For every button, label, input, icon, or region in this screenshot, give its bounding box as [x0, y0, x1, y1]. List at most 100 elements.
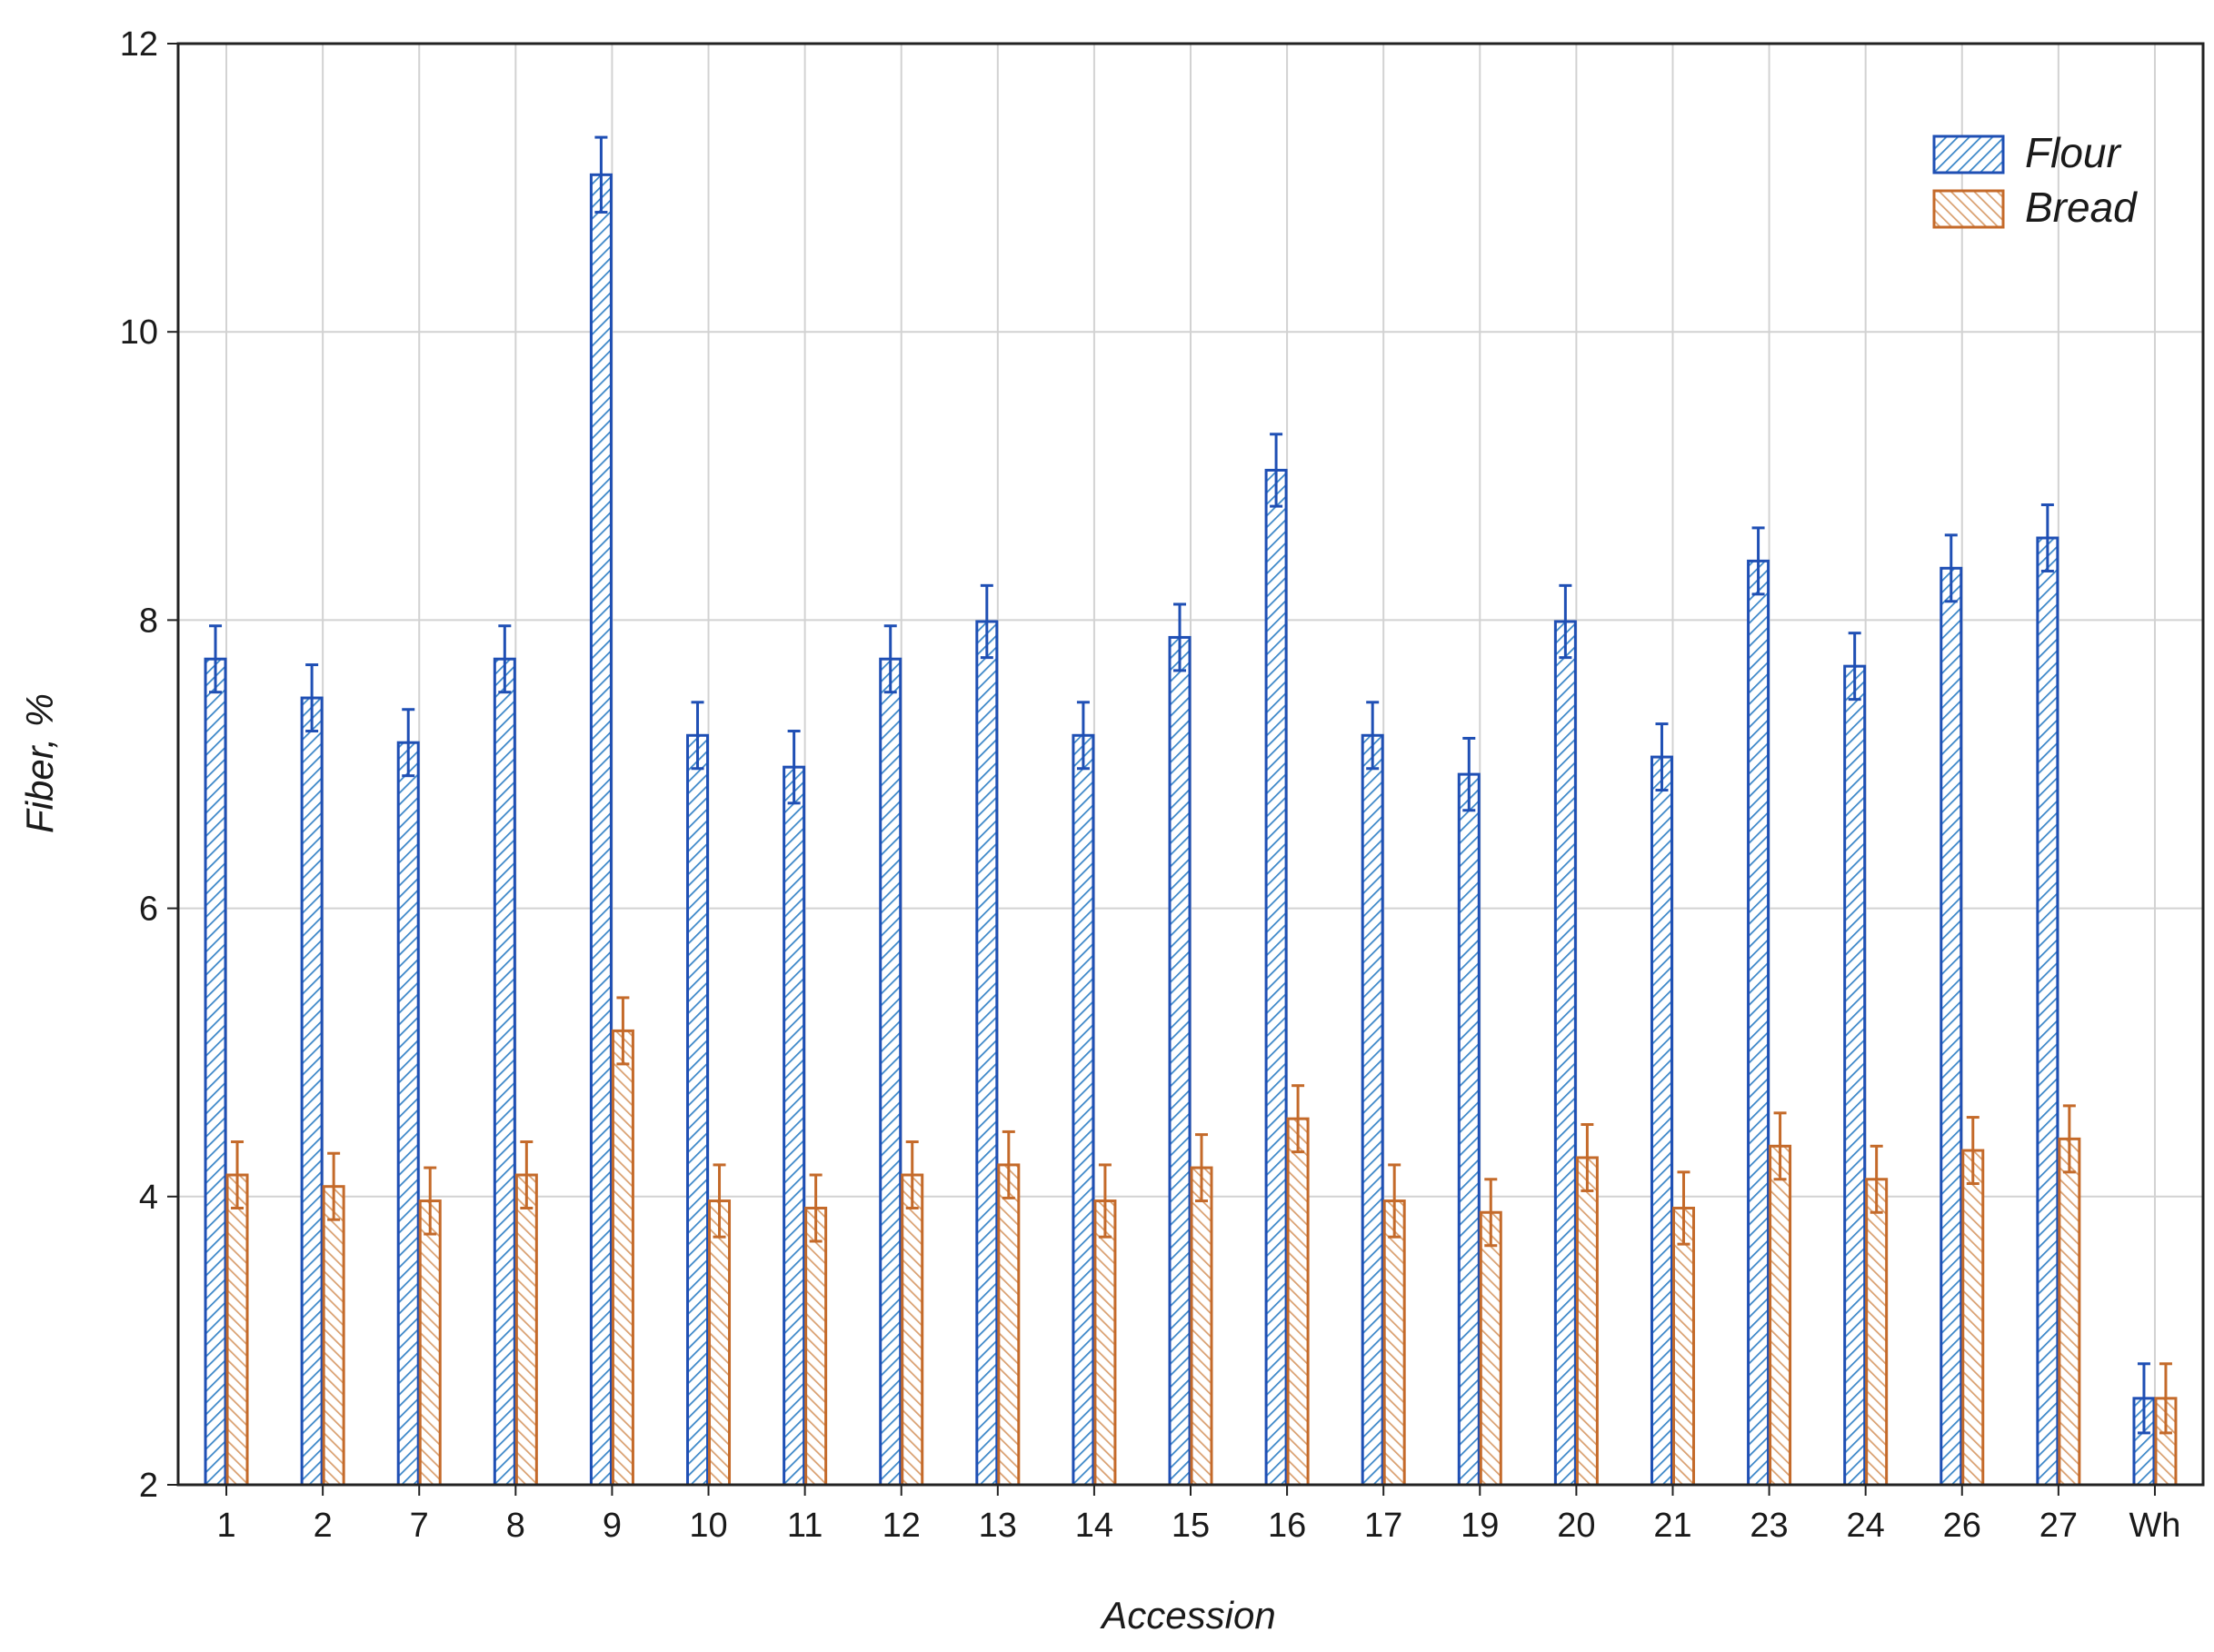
flour-bar — [783, 765, 806, 1487]
flour-error-bar — [1655, 722, 1669, 792]
flour-error-bar — [2040, 503, 2054, 572]
flour-error-bar — [209, 624, 223, 694]
flour-bar — [879, 657, 903, 1487]
plot-frame — [176, 42, 2205, 1487]
bread-bar — [997, 1163, 1021, 1487]
x-axis-title: Accession — [1099, 1594, 1275, 1637]
bread-bar — [225, 1173, 249, 1487]
flour-bar — [686, 733, 710, 1487]
flour-error-bar — [305, 663, 319, 733]
flour-error-bar — [1076, 701, 1090, 771]
bread-bar — [1769, 1144, 1792, 1487]
x-tick-label: 21 — [1653, 1507, 1691, 1545]
x-tick-label: 23 — [1750, 1507, 1788, 1545]
bread-error-bar — [809, 1173, 823, 1243]
bread-error-bar — [1773, 1111, 1787, 1181]
bread-bar — [1093, 1199, 1117, 1487]
bread-error-bar — [1388, 1163, 1401, 1239]
flour-bar — [1553, 620, 1577, 1487]
flour-bar — [1168, 635, 1192, 1487]
x-tick-label: 14 — [1075, 1507, 1113, 1545]
flour-error-bar — [1173, 602, 1186, 672]
flour-bar — [1072, 733, 1095, 1487]
flour-error-bar — [980, 583, 993, 660]
bread-bar — [1575, 1156, 1599, 1487]
flour-bar — [493, 657, 516, 1487]
flour-bar — [1457, 772, 1481, 1487]
bread-bar — [1479, 1210, 1502, 1487]
flour-error-bar — [1559, 583, 1572, 660]
x-tick-label: 9 — [603, 1507, 622, 1545]
x-tick-label: 27 — [2039, 1507, 2078, 1545]
legend-label-bread: Bread — [2025, 184, 2138, 231]
x-tick-label: 17 — [1364, 1507, 1402, 1545]
flour-error-bar — [498, 624, 512, 694]
flour-error-bar — [787, 730, 801, 805]
flour-error-bar — [883, 624, 897, 694]
bread-bar — [1190, 1166, 1213, 1487]
bread-error-bar — [616, 996, 630, 1066]
flour-error-bar — [402, 708, 415, 778]
flour-error-bar — [594, 135, 608, 214]
x-tick-label: 19 — [1461, 1507, 1499, 1545]
bread-error-bar — [1002, 1130, 1015, 1199]
x-tick-label: 26 — [1943, 1507, 1981, 1545]
x-tick-label: 24 — [1847, 1507, 1885, 1545]
x-tick-label: 11 — [787, 1507, 823, 1545]
flour-bar — [2036, 536, 2059, 1487]
flour-bar — [1843, 664, 1867, 1487]
bread-error-bar — [1195, 1133, 1208, 1203]
flour-bar — [1361, 733, 1384, 1487]
bread-bar — [611, 1029, 634, 1487]
x-tick-label: 2 — [314, 1507, 333, 1545]
bread-bar — [1865, 1178, 1889, 1487]
bread-bar — [418, 1199, 442, 1487]
bread-bar — [1286, 1117, 1310, 1487]
flour-bar — [1940, 566, 1963, 1487]
y-tick-label: 6 — [139, 891, 158, 929]
x-tick-label: Wh — [2129, 1507, 2180, 1545]
bread-bar — [804, 1206, 828, 1487]
bread-bar — [708, 1199, 732, 1487]
x-tick-label: 12 — [883, 1507, 921, 1545]
bread-error-bar — [424, 1166, 437, 1236]
flour-bar — [1747, 559, 1770, 1487]
x-tick-label: 13 — [979, 1507, 1017, 1545]
flour-bar — [1650, 755, 1673, 1487]
flour-error-bar — [1751, 526, 1765, 596]
flour-error-bar — [1848, 632, 1861, 702]
bread-error-bar — [1677, 1170, 1690, 1246]
bread-error-bar — [1484, 1178, 1498, 1248]
y-tick-label: 10 — [120, 313, 158, 352]
y-axis-title: Fiber, % — [18, 693, 61, 833]
bread-error-bar — [2159, 1362, 2172, 1435]
bread-error-bar — [1966, 1116, 1980, 1186]
bread-bar — [514, 1173, 538, 1487]
legend-swatch-flour — [1932, 134, 2005, 174]
bread-bar — [2058, 1137, 2081, 1487]
flour-bar — [396, 741, 420, 1487]
bread-bar — [1382, 1199, 1406, 1487]
bread-bar — [1671, 1206, 1695, 1487]
bread-error-bar — [905, 1140, 919, 1209]
flour-bar — [204, 657, 227, 1487]
flour-bar — [1264, 468, 1288, 1487]
x-tick-label: 8 — [506, 1507, 525, 1545]
flour-bar — [975, 620, 999, 1487]
flour-bar — [300, 696, 324, 1487]
bread-error-bar — [1098, 1163, 1112, 1239]
bread-error-bar — [520, 1140, 534, 1209]
y-tick-label: 8 — [139, 602, 158, 640]
bread-bar — [322, 1185, 345, 1487]
x-tick-label: 15 — [1172, 1507, 1210, 1545]
bread-bar — [901, 1173, 924, 1487]
bread-error-bar — [1292, 1084, 1305, 1154]
bread-error-bar — [713, 1163, 726, 1239]
bread-error-bar — [327, 1151, 341, 1221]
y-tick-label: 4 — [139, 1179, 158, 1217]
legend: Flour Bread — [1932, 129, 2138, 231]
flour-error-bar — [2137, 1362, 2150, 1435]
